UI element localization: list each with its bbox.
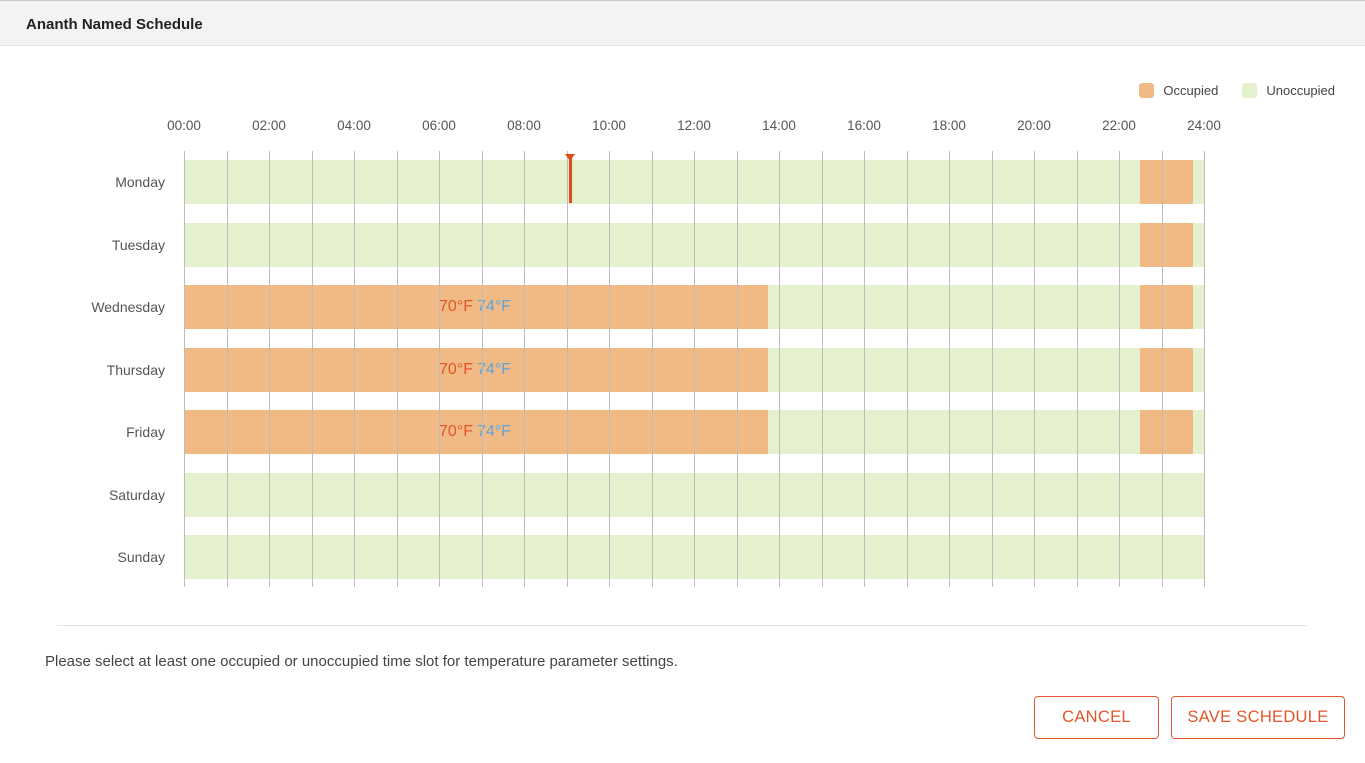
legend-item-occupied: Occupied	[1139, 82, 1219, 98]
slot-temperatures: 70°F 74°F	[439, 361, 511, 379]
hour-label: 02:00	[252, 118, 286, 133]
occupied-swatch	[1139, 82, 1155, 98]
hour-label: 08:00	[507, 118, 541, 133]
day-row-saturday[interactable]	[184, 472, 1204, 517]
day-label-saturday: Saturday	[108, 486, 165, 503]
occupied-slot[interactable]	[1140, 347, 1194, 392]
day-row-wednesday[interactable]: 70°F 74°F	[184, 285, 1204, 329]
dialog-header: Ananth Named Schedule	[0, 0, 1365, 46]
day-row-monday[interactable]	[184, 160, 1204, 204]
hour-label: 06:00	[422, 118, 456, 133]
unoccupied-swatch	[1242, 82, 1258, 98]
legend-item-unoccupied: Unoccupied	[1242, 82, 1335, 98]
hour-label: 04:00	[337, 118, 371, 133]
occupied-slot[interactable]	[1140, 222, 1194, 267]
hour-gridline	[1204, 151, 1205, 587]
hour-label: 16:00	[847, 118, 881, 133]
heat-setpoint: 70°F	[439, 423, 473, 440]
hour-label: 00:00	[167, 118, 201, 133]
occupied-slot[interactable]: 70°F 74°F	[184, 285, 769, 329]
slot-temperatures: 70°F 74°F	[439, 298, 511, 316]
heat-setpoint: 70°F	[439, 360, 473, 378]
cool-setpoint: 74°F	[476, 298, 511, 315]
hour-label: 18:00	[932, 118, 966, 133]
save-schedule-button[interactable]: SAVE SCHEDULE	[1171, 696, 1345, 739]
occupied-slot[interactable]	[1140, 160, 1194, 204]
page-title: Ananth Named Schedule	[26, 16, 203, 33]
legend: Occupied Unoccupied	[1139, 80, 1335, 100]
hour-label: 10:00	[592, 118, 626, 133]
cool-setpoint: 74°F	[476, 360, 511, 378]
occupied-slot[interactable]: 70°F 74°F	[184, 410, 769, 454]
legend-occupied-label: Occupied	[1163, 82, 1219, 98]
divider	[57, 625, 1307, 626]
legend-unoccupied-label: Unoccupied	[1266, 82, 1335, 98]
day-row-thursday[interactable]: 70°F 74°F	[184, 347, 1204, 392]
day-row-sunday[interactable]	[184, 535, 1204, 579]
day-row-friday[interactable]: 70°F 74°F	[184, 410, 1204, 454]
day-label-wednesday: Wednesday	[91, 299, 165, 315]
day-label-thursday: Thursday	[106, 361, 165, 378]
day-label-tuesday: Tuesday	[111, 236, 165, 253]
hour-label: 22:00	[1102, 118, 1136, 133]
day-label-sunday: Sunday	[117, 549, 165, 565]
heat-setpoint: 70°F	[439, 298, 473, 315]
day-label-monday: Monday	[115, 174, 165, 190]
hour-label: 20:00	[1017, 118, 1051, 133]
slot-temperatures: 70°F 74°F	[439, 423, 511, 441]
day-row-tuesday[interactable]	[184, 222, 1204, 267]
day-label-friday: Friday	[126, 424, 165, 440]
cool-setpoint: 74°F	[476, 423, 511, 440]
hour-label: 24:00	[1187, 118, 1221, 133]
cancel-button[interactable]: CANCEL	[1034, 696, 1159, 739]
occupied-slot[interactable]: 70°F 74°F	[184, 347, 769, 392]
occupied-slot[interactable]	[1140, 410, 1194, 454]
hour-label: 14:00	[762, 118, 796, 133]
hint-text: Please select at least one occupied or u…	[45, 653, 678, 670]
occupied-slot[interactable]	[1140, 285, 1194, 329]
hour-label: 12:00	[677, 118, 711, 133]
